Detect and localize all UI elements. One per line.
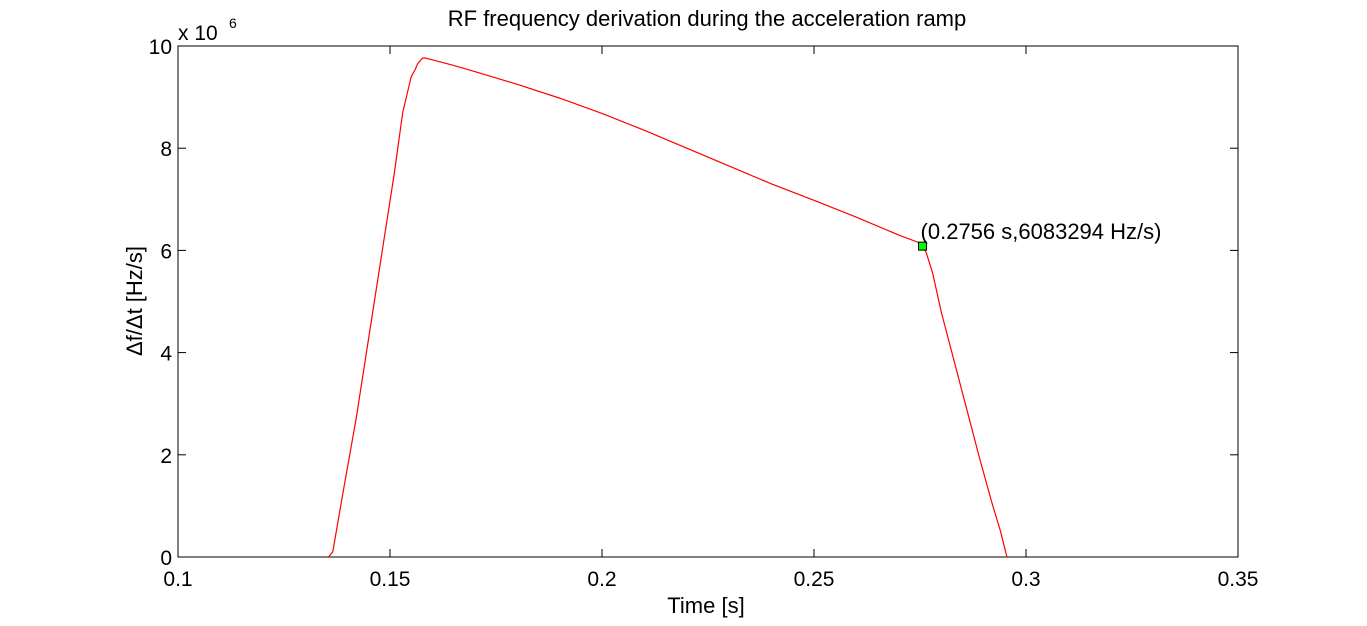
series-line [328, 57, 1008, 558]
data-tip-marker [918, 241, 928, 251]
y-tick-label: 6 [160, 240, 172, 263]
x-tick-label: 0.3 [1011, 568, 1040, 591]
y-tick-label: 0 [160, 547, 172, 570]
plot-area [177, 45, 1239, 558]
x-tick-label: 0.25 [794, 568, 835, 591]
x-tick-label: 0.1 [163, 568, 192, 591]
x-axis-ticks: 0.1 0.15 0.2 0.25 0.3 0.35 [163, 46, 1258, 591]
x-tick-label: 0.15 [370, 568, 411, 591]
y-exponent: 6 [229, 15, 237, 31]
chart-title: RF frequency derivation during the accel… [448, 6, 967, 31]
y-axis-ticks: 0 2 4 6 8 10 [149, 36, 1238, 570]
y-tick-label: 10 [149, 36, 172, 59]
x-axis-label: Time [s] [667, 593, 744, 618]
y-tick-label: 2 [160, 445, 172, 468]
y-tick-label: 4 [160, 343, 172, 366]
x-tick-label: 0.35 [1218, 568, 1259, 591]
x-tick-label: 0.2 [587, 568, 616, 591]
y-exponent-prefix: x 10 [178, 22, 218, 45]
y-axis-label: Δf/Δt [Hz/s] [122, 246, 147, 356]
y-tick-label: 8 [160, 138, 172, 161]
data-tip-label: (0.2756 s,6083294 Hz/s) [921, 219, 1162, 244]
